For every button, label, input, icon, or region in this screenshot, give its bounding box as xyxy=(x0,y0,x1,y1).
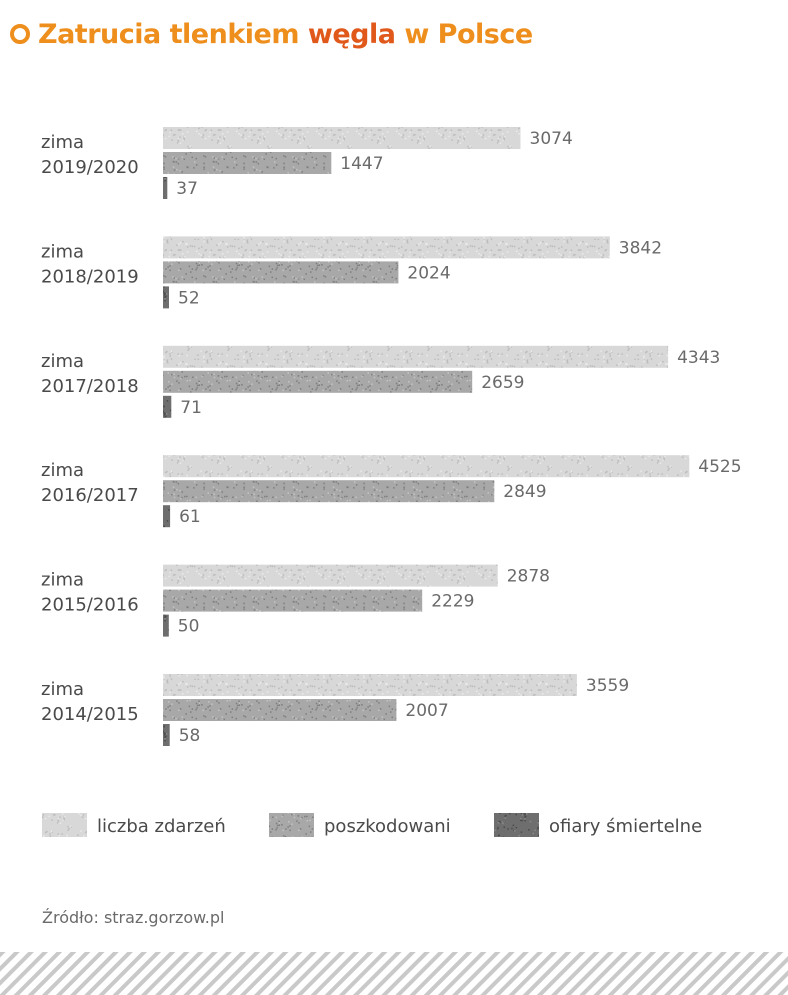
title-part-1: Zatrucia tlenkiem xyxy=(38,18,308,50)
bar-deaths xyxy=(163,177,168,199)
legend-swatch xyxy=(269,813,314,837)
category-label-line: zima xyxy=(41,679,84,700)
category-label-line: zima xyxy=(41,132,84,153)
category-label-line: 2016/2017 xyxy=(41,485,139,506)
title-part-3: w Polsce xyxy=(395,18,533,50)
bar-deaths xyxy=(163,614,169,637)
bar-injured xyxy=(163,370,473,393)
bar-incidents xyxy=(163,455,690,478)
category-label-line: 2014/2015 xyxy=(41,704,139,725)
category-label-line: zima xyxy=(41,241,84,262)
legend-label: liczba zdarzeń xyxy=(97,816,226,837)
title-text: Zatrucia tlenkiem węgla w Polsce xyxy=(38,19,533,50)
bar-incidents xyxy=(163,674,577,696)
category-label: zima 2015/2016 xyxy=(41,570,139,616)
data-label: 3074 xyxy=(530,129,573,149)
bar-injured xyxy=(163,589,423,612)
category-label: zima 2016/2017 xyxy=(41,460,139,506)
category-label: zima 2014/2015 xyxy=(41,679,139,725)
data-label: 2849 xyxy=(503,482,546,502)
legend-label: ofiary śmiertelne xyxy=(549,816,702,837)
data-label: 3559 xyxy=(586,676,629,696)
data-label: 2024 xyxy=(407,263,450,283)
data-label: 52 xyxy=(178,288,200,308)
category-label: zima 2019/2020 xyxy=(41,132,139,178)
category-label-line: 2015/2016 xyxy=(41,595,139,616)
data-label: 1447 xyxy=(340,154,383,174)
category-label-line: zima xyxy=(41,570,84,591)
bar-deaths xyxy=(163,505,171,528)
bar-injured xyxy=(163,261,399,284)
bar-injured xyxy=(163,152,332,174)
data-label: 4343 xyxy=(677,348,720,368)
bar-deaths xyxy=(163,395,172,418)
category-label-line: zima xyxy=(41,351,84,372)
bar-incidents xyxy=(163,345,669,368)
category-label-line: 2017/2018 xyxy=(41,376,139,397)
chart-title: Zatrucia tlenkiem węgla w Polsce xyxy=(10,14,533,54)
data-label: 2007 xyxy=(405,701,448,721)
bar-incidents xyxy=(163,127,521,149)
category-label-line: zima xyxy=(41,460,84,481)
category-label-line: 2019/2020 xyxy=(41,157,139,178)
data-label: 71 xyxy=(180,398,202,418)
data-label: 2229 xyxy=(431,592,474,612)
bar-incidents xyxy=(163,236,610,259)
data-label: 50 xyxy=(178,617,200,637)
data-label: 2878 xyxy=(507,567,550,587)
source-note: Źródło: straz.gorzow.pl xyxy=(42,908,225,927)
data-label: 61 xyxy=(179,507,201,527)
legend-swatch xyxy=(494,813,539,837)
category-label-line: 2018/2019 xyxy=(41,266,139,287)
title-part-2: węgla xyxy=(307,18,396,50)
data-label: 37 xyxy=(176,179,198,199)
circle-bullet-icon xyxy=(10,24,30,44)
data-label: 4525 xyxy=(698,457,741,477)
bar-incidents xyxy=(163,564,498,587)
category-label: zima 2018/2019 xyxy=(41,241,139,287)
hatched-footer-band xyxy=(0,952,788,995)
bar-chart: zima 2019/2020 3074 1447 37 zima 2018/2019 3842… xyxy=(41,127,742,837)
data-label: 58 xyxy=(179,726,201,746)
category-label: zima 2017/2018 xyxy=(41,351,139,397)
bar-deaths xyxy=(163,286,169,309)
data-label: 3842 xyxy=(619,238,662,258)
bar-deaths xyxy=(163,724,170,746)
legend-label: poszkodowani xyxy=(324,816,451,837)
bar-injured xyxy=(163,699,397,721)
legend-swatch xyxy=(42,813,87,837)
bar-injured xyxy=(163,480,495,503)
data-label: 2659 xyxy=(481,373,524,393)
